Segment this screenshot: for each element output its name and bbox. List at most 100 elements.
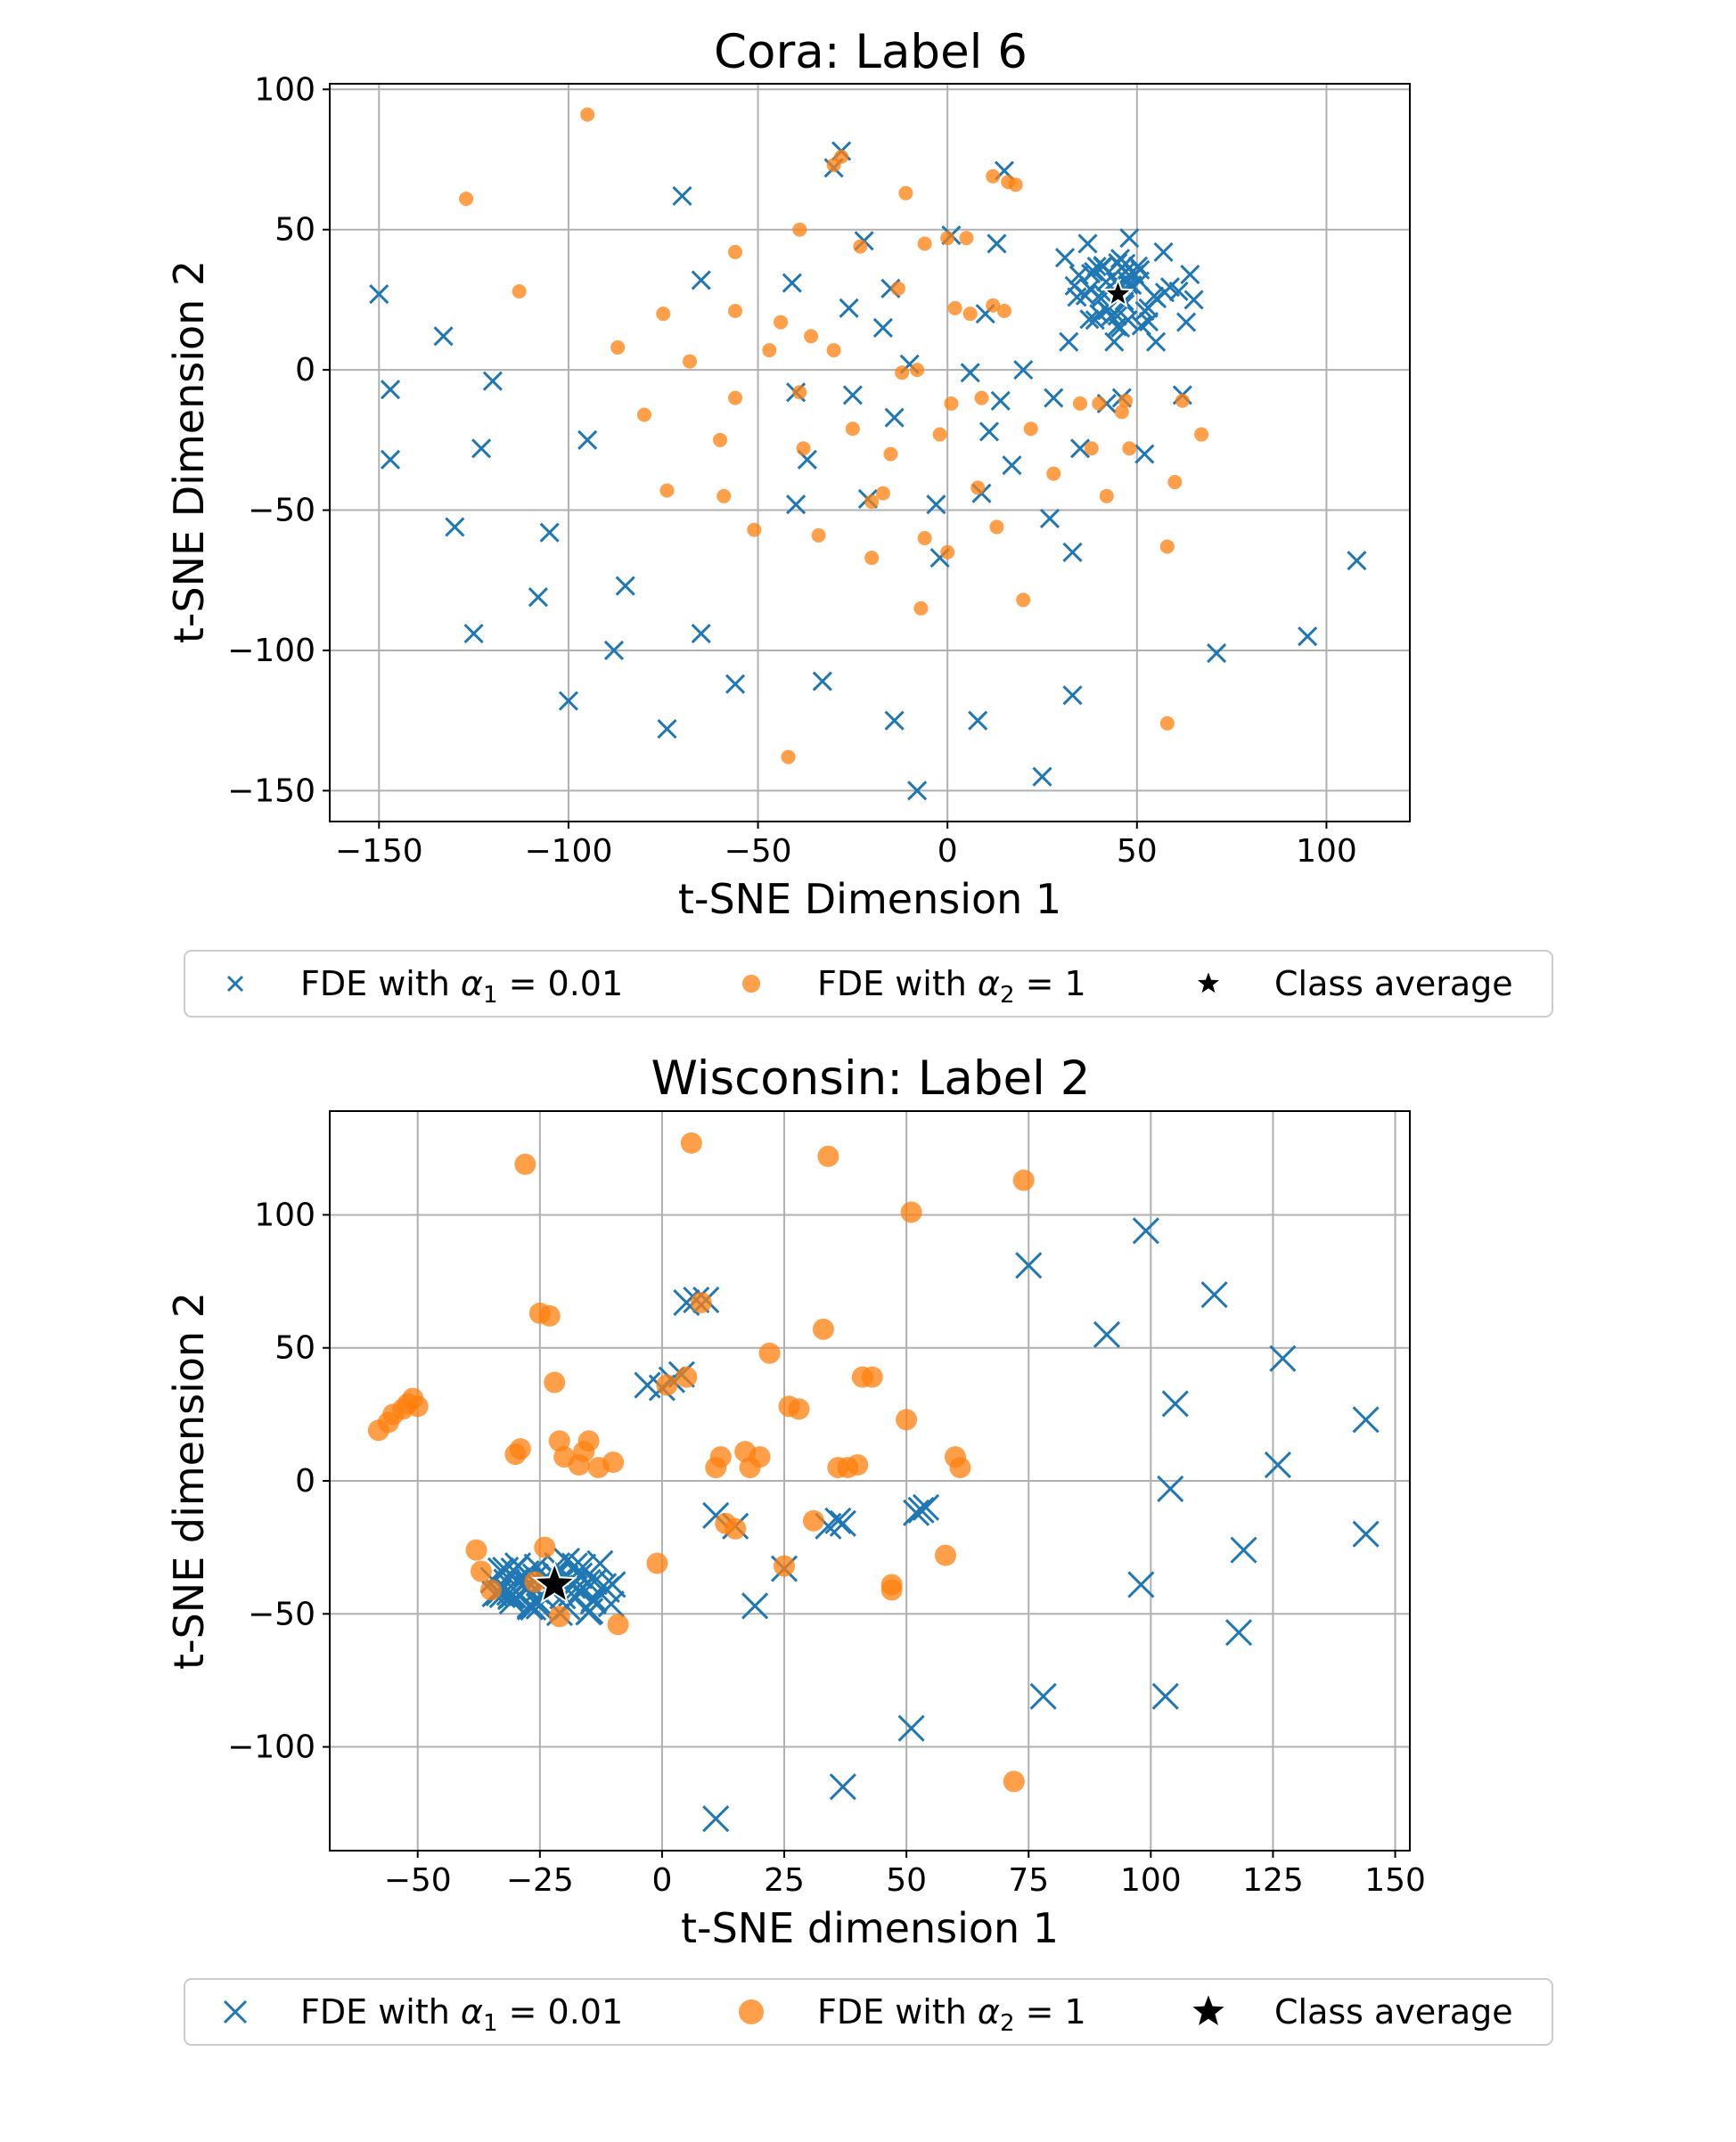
cora-point-alpha2 xyxy=(962,307,978,322)
cora-point-alpha2 xyxy=(917,531,932,546)
cora-point-alpha2 xyxy=(853,239,868,254)
cora-plot-frame xyxy=(329,83,1411,822)
cora-point-alpha1 xyxy=(1059,331,1079,352)
wisconsin-x-tick-label: 0 xyxy=(651,1862,672,1899)
wisconsin-y-tick-label: 50 xyxy=(274,1330,315,1367)
cora-point-alpha1 xyxy=(1069,438,1091,459)
cora-point-alpha2 xyxy=(834,149,849,164)
wisconsin-legend-label-alpha1: FDE with α1 = 0.01 xyxy=(300,1992,623,2037)
cora-point-alpha1 xyxy=(1107,306,1127,326)
cora-point-alpha2 xyxy=(796,441,811,456)
cora-point-alpha2 xyxy=(1175,393,1190,408)
wisconsin-point-alpha1 xyxy=(579,1588,607,1615)
cora-y-tick-label: 0 xyxy=(295,352,315,388)
wisconsin-point-alpha2 xyxy=(847,1454,869,1476)
cora-point-alpha2 xyxy=(890,281,905,296)
cora-x-ticks: −150 −100 −50 0 50 100 xyxy=(335,822,1357,870)
wisconsin-point-alpha1 xyxy=(1157,1475,1184,1503)
cora-point-alpha2 xyxy=(747,522,762,537)
cora-point-alpha2 xyxy=(864,551,880,566)
cora-point-alpha2 xyxy=(875,486,890,501)
wisconsin-point-alpha1 xyxy=(1093,1320,1121,1348)
wisconsin-point-alpha1 xyxy=(829,1509,856,1537)
cora-point-alpha1 xyxy=(884,407,905,428)
wisconsin-point-alpha2 xyxy=(935,1544,957,1566)
wisconsin-point-alpha2 xyxy=(406,1395,429,1418)
cora-x-tick-label: 100 xyxy=(1296,833,1357,870)
cora-x-tick-label: −100 xyxy=(524,833,612,870)
wisconsin-point-alpha2 xyxy=(758,1342,781,1364)
wisconsin-point-alpha2 xyxy=(534,1536,556,1558)
cora-point-alpha2 xyxy=(883,446,898,462)
cora-point-alpha2 xyxy=(1073,396,1088,411)
wisconsin-y-axis-label: t-SNE dimension 2 xyxy=(165,1292,213,1670)
wisconsin-point-alpha2 xyxy=(725,1517,747,1540)
wisconsin-point-alpha2 xyxy=(788,1398,810,1420)
cora-point-alpha1 xyxy=(1180,265,1200,285)
cora-point-alpha1 xyxy=(1079,309,1100,330)
wisconsin-point-alpha2 xyxy=(548,1606,570,1628)
wisconsin-x-tick-label: 25 xyxy=(764,1862,805,1899)
cora-point-alpha1 xyxy=(528,587,548,608)
cora-point-alpha1 xyxy=(1097,300,1118,321)
cora-point-alpha1 xyxy=(1110,317,1131,338)
cora-y-tick-label: 50 xyxy=(274,212,315,249)
cora-point-alpha2 xyxy=(781,749,796,764)
wisconsin-point-alpha1 xyxy=(1352,1520,1380,1548)
wisconsin-point-alpha1 xyxy=(1264,1451,1291,1479)
cora-point-alpha2 xyxy=(1023,421,1038,437)
cora-point-alpha2 xyxy=(811,527,826,543)
cora-point-alpha1 xyxy=(463,624,484,644)
cora-point-alpha2 xyxy=(970,480,986,495)
wisconsin-legend-label-alpha2: FDE with α2 = 1 xyxy=(817,1992,1086,2037)
cora-point-alpha1 xyxy=(960,363,980,383)
cora-title: Cora: Label 6 xyxy=(714,25,1028,79)
cora-point-alpha2 xyxy=(804,329,819,344)
cora-point-alpha1 xyxy=(1002,455,1022,476)
wisconsin-title: Wisconsin: Label 2 xyxy=(651,1051,1091,1106)
wisconsin-point-alpha2 xyxy=(817,1145,839,1167)
cora-chart: Cora: Label 6 −150 −100 −50 0 50 100 100 50 0 −5… xyxy=(165,25,1553,1018)
wisconsin-point-alpha2 xyxy=(680,1132,702,1154)
cora-legend-label-average: Class average xyxy=(1274,964,1513,1003)
cora-point-alpha1 xyxy=(691,624,711,644)
wisconsin-point-alpha2 xyxy=(812,1318,834,1340)
cora-point-alpha2 xyxy=(1092,396,1107,411)
cora-point-alpha2 xyxy=(1118,393,1134,408)
wisconsin-point-alpha2 xyxy=(602,1451,625,1474)
cora-point-alpha1 xyxy=(691,270,711,290)
cora-marks xyxy=(369,107,1367,801)
cora-point-alpha1 xyxy=(1013,360,1034,380)
cora-point-alpha2 xyxy=(792,385,807,400)
wisconsin-x-tick-label: 125 xyxy=(1242,1862,1304,1899)
wisconsin-point-alpha1 xyxy=(1352,1406,1380,1434)
cora-point-alpha2 xyxy=(917,236,932,251)
wisconsin-point-alpha2 xyxy=(880,1579,903,1601)
cora-x-tick-label: 50 xyxy=(1117,833,1158,870)
wisconsin-point-alpha2 xyxy=(709,1446,732,1468)
cora-y-tick-label: −50 xyxy=(248,493,315,529)
cora-point-alpha2 xyxy=(959,231,974,246)
wisconsin-y-tick-label: 0 xyxy=(295,1463,315,1500)
cora-point-alpha2 xyxy=(1122,441,1137,456)
cora-point-alpha1 xyxy=(1062,542,1083,562)
wisconsin-x-axis-label: t-SNE dimension 1 xyxy=(681,1904,1059,1952)
cora-point-alpha1 xyxy=(1085,310,1105,331)
cora-legend-box xyxy=(184,950,1553,1018)
cora-point-alpha2 xyxy=(947,300,962,315)
wisconsin-point-alpha1 xyxy=(498,1587,526,1615)
cora-point-alpha1 xyxy=(615,576,635,596)
cora-point-alpha2 xyxy=(717,488,732,503)
cora-point-alpha1 xyxy=(1104,331,1125,352)
wisconsin-point-alpha2 xyxy=(802,1509,824,1532)
wisconsin-legend-label-average: Class average xyxy=(1274,1992,1513,2032)
cora-x-tick-label: −50 xyxy=(725,833,792,870)
cora-point-alpha2 xyxy=(986,298,1001,313)
cora-point-alpha1 xyxy=(1134,444,1155,464)
cora-point-alpha1 xyxy=(884,710,905,731)
wisconsin-point-alpha2 xyxy=(538,1304,561,1327)
cora-point-alpha2 xyxy=(826,343,841,358)
cora-point-alpha1 xyxy=(786,495,807,515)
cora-y-tick-label: −150 xyxy=(227,773,315,809)
cora-point-alpha1 xyxy=(1183,290,1204,310)
